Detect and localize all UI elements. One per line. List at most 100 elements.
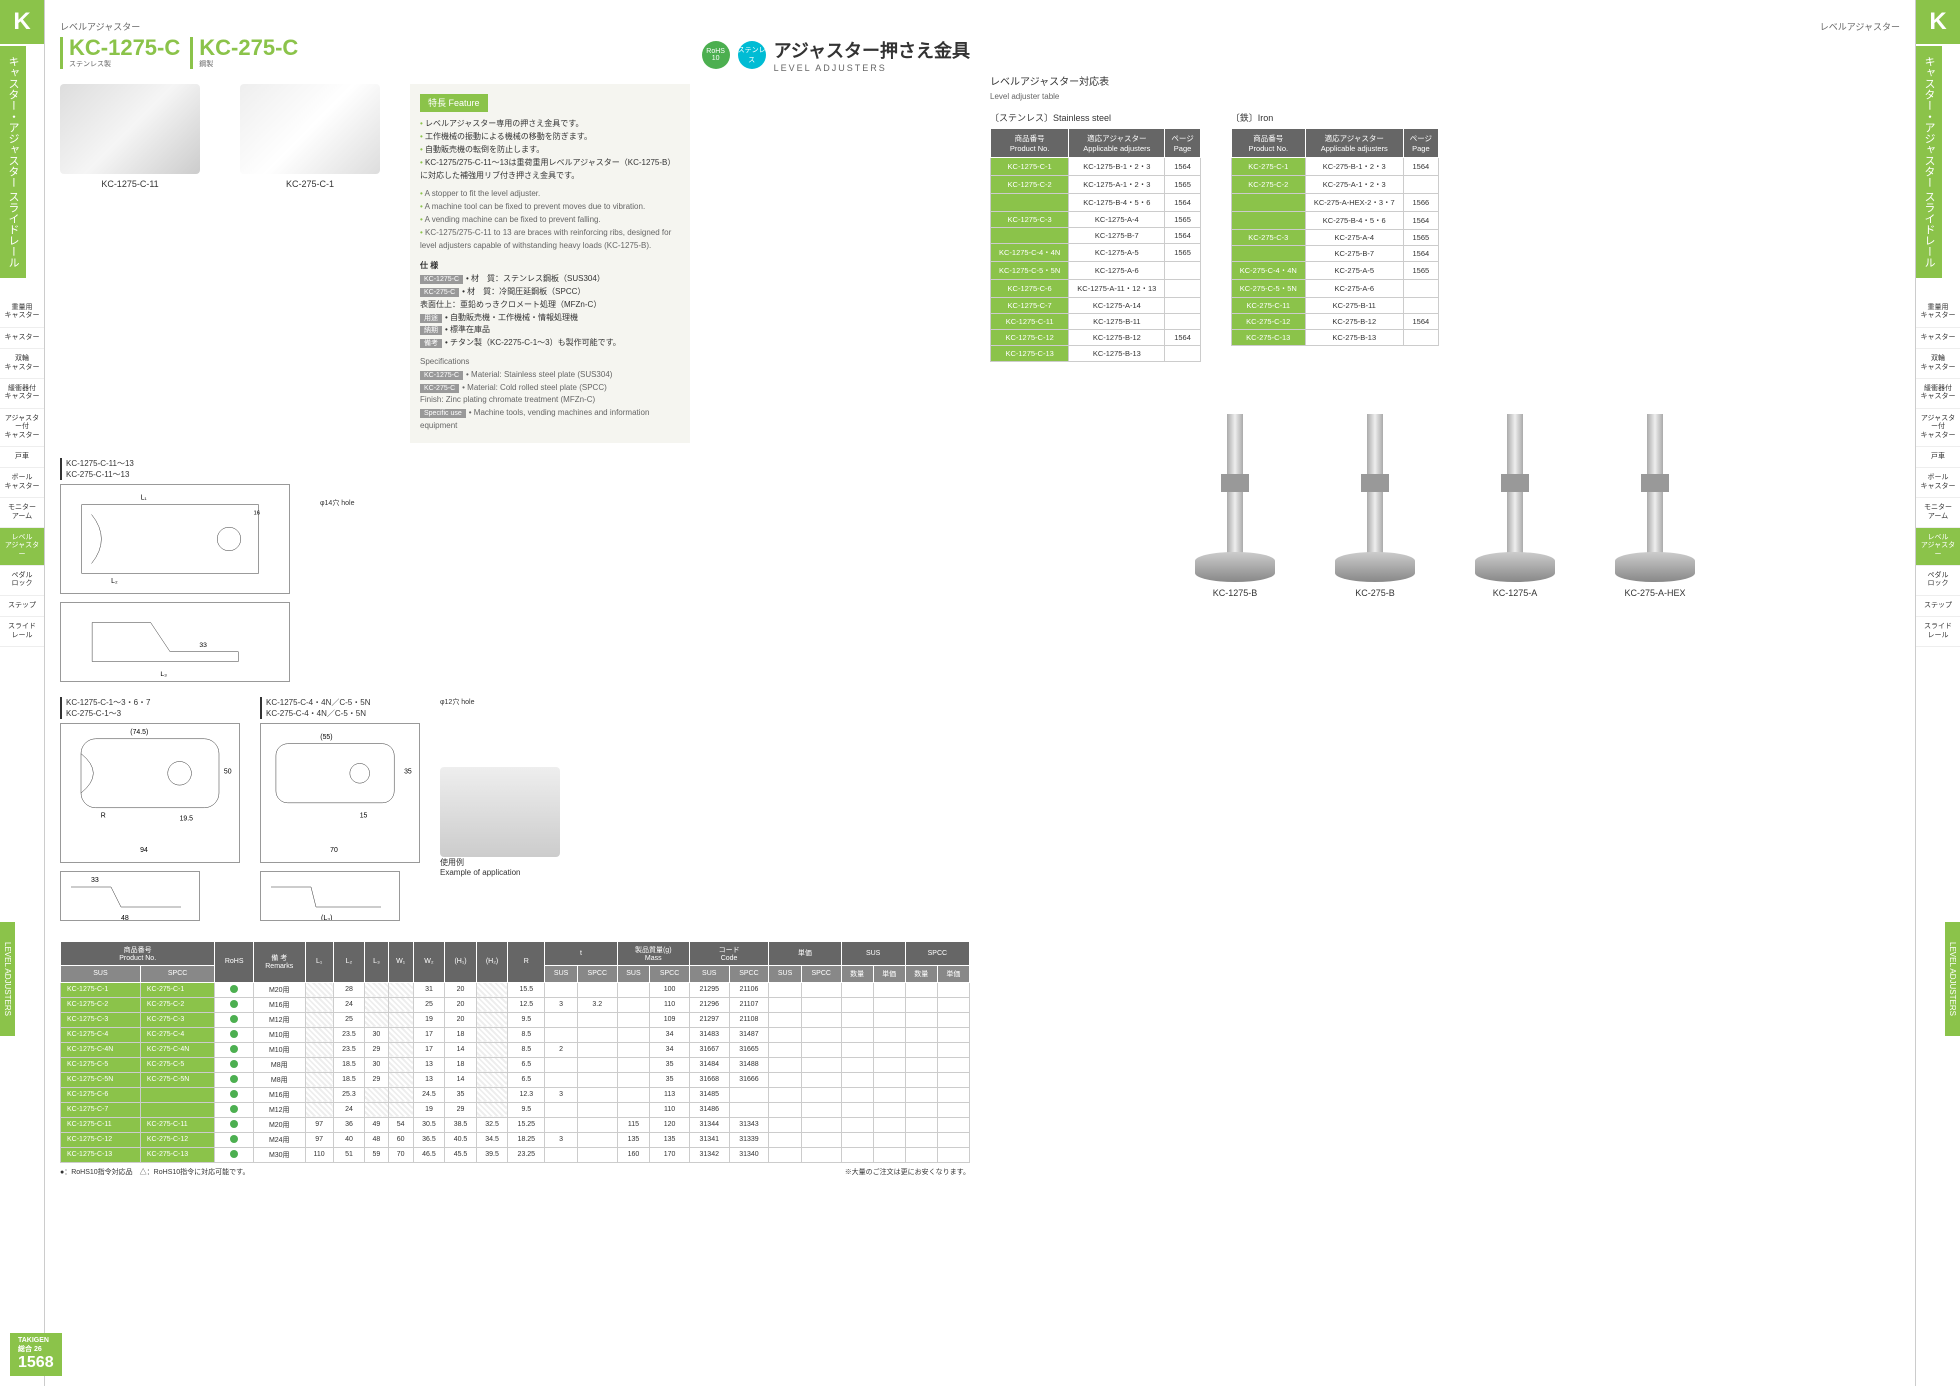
table-row: KC-1275-C-1KC-1275-B-1・2・31564 — [991, 158, 1201, 176]
svg-text:70: 70 — [330, 847, 338, 854]
main-data-table: 商品番号 Product No. RoHS 備 考 Remarks L₁L₂L₃… — [60, 941, 970, 1163]
svg-text:48: 48 — [121, 915, 129, 920]
side-nav-item[interactable]: スライド レール — [0, 617, 44, 647]
side-nav-item[interactable]: ペダル ロック — [0, 566, 44, 596]
product-code-1: KC-1275-C ステンレス製 — [60, 37, 180, 69]
side-nav-item[interactable]: ペダル ロック — [1916, 566, 1960, 596]
rohs-badge-icon: RoHS 10 — [702, 41, 730, 69]
technical-drawing-1-side: 33 L₃ — [60, 602, 290, 682]
side-nav-item[interactable]: 重量用 キャスター — [0, 298, 44, 328]
svg-text:(74.5): (74.5) — [130, 729, 148, 736]
section-title-vertical: キャスター・アジャスター スライドレール — [0, 46, 26, 278]
table-row: KC-275-B-4・5・61564 — [1231, 212, 1438, 230]
breadcrumb-right: レベルアジャスター — [990, 20, 1900, 33]
side-nav-item[interactable]: レベル アジャスター — [1916, 528, 1960, 566]
product-photo-1 — [60, 84, 200, 174]
product-photo-2 — [240, 84, 380, 174]
stainless-badge-icon: ステンレス — [738, 41, 766, 69]
drawing-group-3-label: KC-1275-C-4・4N／C-5・5N KC-275-C-4・4N／C-5・… — [260, 697, 420, 719]
side-nav-item[interactable]: キャスター — [0, 328, 44, 349]
table-row: KC-1275-C-4・4NKC-1275-A-51565 — [991, 244, 1201, 262]
adjuster-table-title: レベルアジャスター対応表 — [990, 73, 1900, 88]
table-row: KC-275-C-2KC-275-A-1・2・3 — [1231, 176, 1438, 194]
table-row: KC-275-C-11KC-275-B-11 — [1231, 298, 1438, 314]
drawing-group-2-label: KC-1275-C-1〜3・6・7 KC-275-C-1〜3 — [60, 697, 240, 719]
table-row: KC-1275-C-7KC-1275-A-14 — [991, 298, 1201, 314]
side-nav-item[interactable]: 戸車 — [0, 447, 44, 468]
drawing-group-1-label: KC-1275-C-11〜13 KC-275-C-11〜13 — [60, 458, 290, 480]
stainless-label: 〔ステンレス〕Stainless steel — [990, 111, 1201, 124]
table-row: KC-1275-C-11KC-1275-B-11 — [991, 314, 1201, 330]
table-row: KC-1275-C-11 KC-275-C-11 M20用 97 36 49 5… — [61, 1117, 970, 1132]
section-title-vertical-right: キャスター・アジャスター スライドレール — [1916, 46, 1942, 278]
side-nav-item[interactable]: モニター アーム — [1916, 498, 1960, 528]
svg-text:L₁: L₁ — [141, 494, 148, 501]
right-side-tab: K キャスター・アジャスター スライドレール 重量用 キャスターキャスター双輪 … — [1915, 0, 1960, 1386]
side-nav-item[interactable]: 重量用 キャスター — [1916, 298, 1960, 328]
svg-text:L₂: L₂ — [111, 578, 118, 585]
side-nav-item[interactable]: ステップ — [0, 596, 44, 617]
side-nav-item[interactable]: スライド レール — [1916, 617, 1960, 647]
table-row: KC-1275-C-7 M12用 24 19 29 9.5 110 31486 — [61, 1102, 970, 1117]
svg-text:19.5: 19.5 — [180, 815, 194, 822]
product-code-2: KC-275-C 鋼製 — [190, 37, 298, 69]
right-page: レベルアジャスター レベルアジャスター対応表 Level adjuster ta… — [990, 20, 1900, 1366]
hole-14-label: φ14穴 hole — [320, 498, 355, 682]
side-nav-item[interactable]: ボール キャスター — [1916, 468, 1960, 498]
table-row: KC-1275-B-71564 — [991, 228, 1201, 244]
title-area: RoHS 10 ステンレス アジャスター押さえ金具 LEVEL ADJUSTER… — [702, 37, 970, 73]
side-nav-item[interactable]: キャスター — [1916, 328, 1960, 349]
side-nav-item[interactable]: アジャスター付 キャスター — [1916, 409, 1960, 447]
side-nav-item[interactable]: アジャスター付 キャスター — [0, 409, 44, 447]
technical-drawing-2-side: 33 48 — [60, 871, 200, 921]
table-row: KC-1275-C-6 M16用 25.3 24.5 35 12.3 3 113… — [61, 1087, 970, 1102]
technical-drawing-3: (55) 70 15 35 — [260, 723, 420, 863]
table-row: KC-1275-C-13KC-1275-B-13 — [991, 346, 1201, 362]
level-adjusters-label-right: LEVEL ADJUSTERS — [1945, 922, 1960, 1036]
svg-text:33: 33 — [199, 642, 207, 649]
feature-box: 特長 Feature レベルアジャスター専用の押さえ金具です。工作機械の振動によ… — [410, 84, 690, 443]
main-content: レベルアジャスター KC-1275-C ステンレス製 KC-275-C 鋼製 R… — [45, 0, 1915, 1386]
side-nav-item[interactable]: 戸車 — [1916, 447, 1960, 468]
product-codes: KC-1275-C ステンレス製 KC-275-C 鋼製 — [60, 37, 298, 69]
table-row: KC-1275-C-4N KC-275-C-4N M10用 23.5 29 17… — [61, 1042, 970, 1057]
hole-12-label: φ12穴 hole — [440, 697, 560, 707]
technical-drawing-2: (74.5) R 94 19.5 50 — [60, 723, 240, 863]
adjuster-table-title-en: Level adjuster table — [990, 92, 1900, 101]
adjuster-photos-row: KC-1275-BKC-275-BKC-1275-AKC-275-A-HEX — [990, 402, 1900, 598]
example-label: 使用例 Example of application — [440, 857, 560, 877]
svg-text:35: 35 — [404, 768, 412, 775]
level-adjusters-label: LEVEL ADJUSTERS — [0, 922, 15, 1036]
table-row: KC-1275-C-3 KC-275-C-3 M12用 25 19 20 9.5… — [61, 1012, 970, 1027]
table-row: KC-275-B-71564 — [1231, 246, 1438, 262]
svg-text:94: 94 — [140, 847, 148, 854]
page-number: TAKIGEN 総合 26 1568 — [10, 1333, 62, 1376]
side-nav-item[interactable]: 緩衝器付 キャスター — [0, 379, 44, 409]
table-row: KC-1275-C-2KC-1275-A-1・2・31565 — [991, 176, 1201, 194]
side-nav-item[interactable]: ボール キャスター — [0, 468, 44, 498]
table-row: KC-275-C-13KC-275-B-13 — [1231, 330, 1438, 346]
table-note-left: ●：RoHS10指令対応品 △：RoHS10指令に対応可能です。 — [60, 1167, 249, 1177]
side-nav-item[interactable]: レベル アジャスター — [0, 528, 44, 566]
side-nav-item[interactable]: ステップ — [1916, 596, 1960, 617]
side-nav-item[interactable]: 緩衝器付 キャスター — [1916, 379, 1960, 409]
table-row: KC-1275-C-12KC-1275-B-121564 — [991, 330, 1201, 346]
table-row: KC-275-C-5・5NKC-275-A-6 — [1231, 280, 1438, 298]
table-row: KC-1275-C-6KC-1275-A-11・12・13 — [991, 280, 1201, 298]
technical-drawing-1: L₁ L₂ 16 — [60, 484, 290, 594]
table-row: KC-275-C-4・4NKC-275-A-51565 — [1231, 262, 1438, 280]
table-note-right: ※大量のご注文は更にお安くなります。 — [845, 1167, 970, 1177]
left-side-tab: K キャスター・アジャスター スライドレール 重量用 キャスターキャスター双輪 … — [0, 0, 45, 1386]
side-nav-item[interactable]: 双輪 キャスター — [1916, 349, 1960, 379]
side-nav-item[interactable]: モニター アーム — [0, 498, 44, 528]
table-row: KC-1275-C-2 KC-275-C-2 M16用 24 25 20 12.… — [61, 997, 970, 1012]
table-row: KC-275-A-HEX-2・3・71566 — [1231, 194, 1438, 212]
technical-drawing-3-side: (L₃) — [260, 871, 400, 921]
svg-text:33: 33 — [91, 877, 99, 884]
svg-text:(55): (55) — [320, 734, 332, 741]
side-nav-item[interactable]: 双輪 キャスター — [0, 349, 44, 379]
svg-text:L₃: L₃ — [160, 671, 167, 678]
svg-text:R: R — [101, 812, 106, 819]
breadcrumb: レベルアジャスター — [60, 20, 970, 33]
stainless-compat-table: 商品番号 Product No.適応アジャスター Applicable adju… — [990, 128, 1201, 362]
